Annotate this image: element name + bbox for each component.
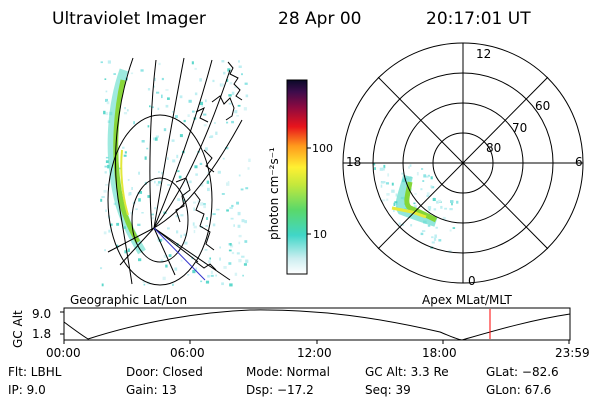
timeline-x-tickmarks (63, 340, 570, 344)
colorbar-axis-label: photon cm⁻²s⁻¹ (267, 147, 281, 240)
timeline-x-tick-1200: 12:00 (297, 346, 332, 360)
terminator-line (153, 227, 206, 281)
info-gc-altitude: GC Alt: 3.3 Re (365, 365, 449, 379)
mlt-grid-lines (343, 43, 583, 283)
info-glat: GLat: −82.6 (486, 365, 559, 379)
colorbar-scale (286, 79, 308, 275)
timeline-y-tick-low: 1.8 (32, 327, 51, 341)
info-gain: Gain: 13 (126, 383, 177, 397)
timeline-x-tick-1800: 18:00 (422, 346, 457, 360)
geographic-parallels (107, 114, 213, 286)
info-sequence: Seq: 39 (365, 383, 411, 397)
mlt-label-12: 12 (476, 47, 491, 61)
info-mode: Mode: Normal (246, 365, 330, 379)
timeline-x-tick-2359: 23:59 (555, 346, 590, 360)
colorbar-tick-label-10: 10 (313, 228, 327, 241)
instrument-title: Ultraviolet Imager (52, 9, 206, 29)
mlat-label-80: 80 (486, 141, 501, 155)
mlt-label-6: 6 (575, 155, 583, 169)
observation-time: 20:17:01 UT (426, 9, 531, 29)
auroral-oval-core (113, 79, 141, 244)
observation-date: 28 Apr 00 (278, 9, 361, 29)
mlat-label-60: 60 (535, 99, 550, 113)
coastlines (175, 61, 243, 271)
info-ip: IP: 9.0 (8, 383, 46, 397)
gc-altitude-curve (63, 309, 571, 341)
orbit-timeline: Geographic Lat/Lon Apex MLat/MLT GC Alt … (11, 293, 590, 360)
colorbar-tick-label-100: 100 (312, 142, 333, 155)
timeline-left-title: Geographic Lat/Lon (70, 293, 187, 307)
timeline-right-title: Apex MLat/MLT (422, 293, 512, 307)
info-door: Door: Closed (126, 365, 203, 379)
geographic-meridians (107, 57, 243, 285)
timeline-x-tick-0600: 06:00 (170, 346, 205, 360)
timeline-y-axis-label: GC Alt (11, 310, 25, 348)
polar-oval-peak (391, 206, 427, 219)
info-dsp: Dsp: −17.2 (246, 383, 314, 397)
polar-oval-core (404, 181, 438, 223)
geographic-image-panel (100, 57, 251, 287)
mlt-label-0: 0 (468, 274, 476, 288)
mlt-label-18: 18 (346, 155, 361, 169)
colorbar: 100 10 photon cm⁻²s⁻¹ (267, 79, 333, 275)
timeline-y-tick-high: 9.0 (32, 307, 51, 321)
info-filter: Flt: LBHL (8, 365, 62, 379)
polar-mlat-mlt-plot: 12 18 6 0 60 70 80 (342, 42, 584, 288)
mlat-label-70: 70 (512, 121, 527, 135)
info-glon: GLon: 67.6 (486, 383, 552, 397)
timeline-x-tick-0000: 00:00 (46, 346, 81, 360)
auroral-oval-peak (120, 149, 129, 216)
